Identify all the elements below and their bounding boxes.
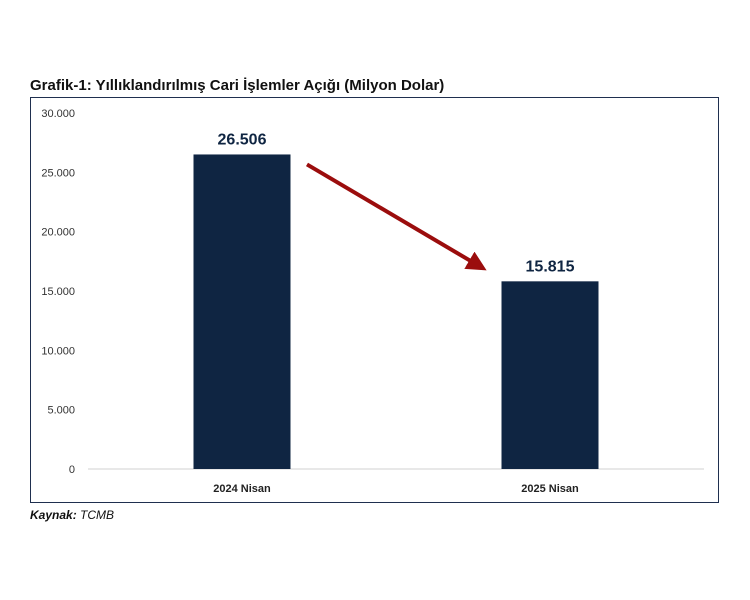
x-tick-label: 2025 Nisan <box>521 483 579 495</box>
data-label: 15.815 <box>526 258 575 275</box>
source-value: TCMB <box>80 508 115 522</box>
y-tick-label: 20.000 <box>41 227 75 239</box>
bar <box>501 281 599 469</box>
y-tick-label: 5.000 <box>47 405 75 417</box>
x-tick-label: 2024 Nisan <box>213 483 271 495</box>
y-tick-label: 0 <box>69 464 75 476</box>
source-label: Kaynak: <box>30 508 77 522</box>
source-note: Kaynak: TCMB <box>30 508 114 522</box>
data-label: 26.506 <box>218 131 267 148</box>
y-tick-label: 30.000 <box>41 108 75 120</box>
y-tick-label: 25.000 <box>41 167 75 179</box>
chart-frame <box>30 97 719 503</box>
y-tick-label: 10.000 <box>41 345 75 357</box>
chart-title: Grafik-1: Yıllıklandırılmış Cari İşlemle… <box>30 77 445 94</box>
bar <box>193 154 291 469</box>
y-tick-label: 15.000 <box>41 286 75 298</box>
trend-arrow <box>305 162 487 271</box>
